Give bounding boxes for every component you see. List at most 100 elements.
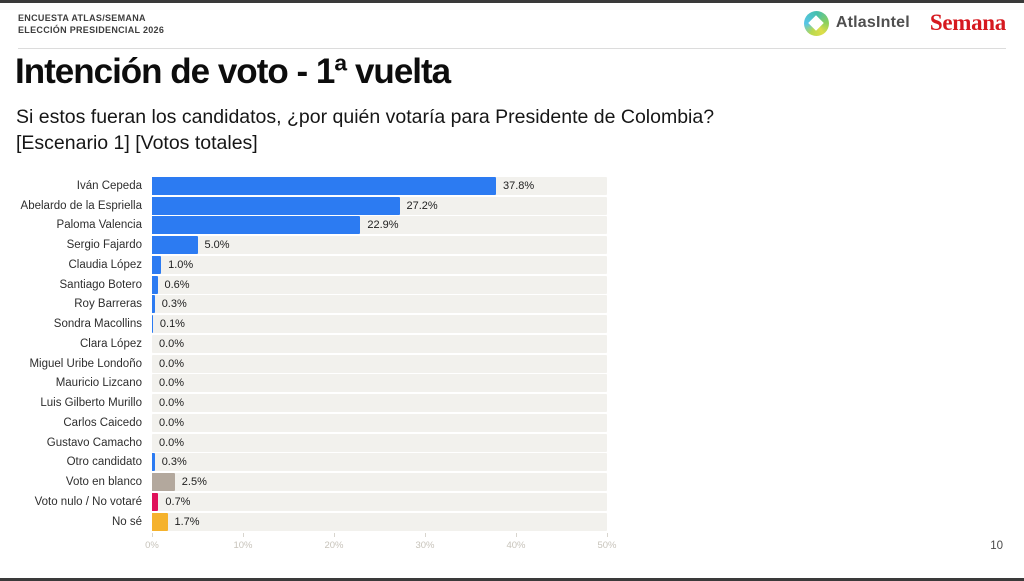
chart-row: Abelardo de la Espriella 27.2%	[0, 196, 1024, 216]
value-label: 0.3%	[161, 298, 187, 311]
page-title: Intención de voto - 1ª vuelta	[15, 52, 451, 91]
chart-row: Paloma Valencia 22.9%	[0, 216, 1024, 236]
category-label: Sondra Macollins	[53, 318, 142, 331]
x-axis-tick-label: 20%	[324, 540, 344, 551]
bar-track: 0.0%	[152, 334, 607, 353]
page-number: 10	[990, 540, 1003, 552]
bar-track: 0.0%	[152, 433, 607, 452]
chart-row: Luis Gilberto Murillo 0.0%	[0, 393, 1024, 413]
category-label: Santiago Botero	[59, 278, 142, 291]
category-label: No sé	[111, 515, 142, 528]
category-label: Otro candidato	[66, 456, 142, 469]
semana-logo: Semana	[929, 10, 1006, 35]
header-logos: AtlasIntel Semana	[803, 10, 1006, 36]
x-axis-tick-label: 30%	[415, 540, 435, 551]
value-label: 1.0%	[168, 258, 194, 271]
bar	[152, 236, 198, 255]
chart-row: Clara López 0.0%	[0, 334, 1024, 354]
category-label: Luis Gilberto Murillo	[40, 397, 142, 410]
bar-track: 0.0%	[152, 354, 607, 373]
value-label: 0.7%	[165, 495, 191, 508]
value-label: 5.0%	[204, 239, 230, 252]
x-axis-tick	[152, 533, 153, 537]
category-label: Miguel Uribe Londoño	[29, 357, 142, 370]
value-label: 0.0%	[159, 377, 185, 390]
value-label: 0.6%	[164, 278, 190, 291]
category-label: Carlos Caicedo	[63, 416, 142, 429]
category-label: Gustavo Camacho	[46, 436, 142, 449]
bar	[152, 473, 175, 492]
atlasintel-logo-text: AtlasIntel	[835, 14, 910, 31]
bar-chart: Iván Cepeda 37.8% Abelardo de la Espriella…	[0, 176, 1024, 532]
bar	[152, 255, 162, 274]
chart-row: Roy Barreras 0.3%	[0, 295, 1024, 315]
bar-track: 0.7%	[152, 492, 607, 511]
atlasintel-logo: AtlasIntel	[803, 10, 910, 36]
value-label: 37.8%	[503, 179, 535, 192]
bar	[152, 176, 496, 195]
value-label: 0.1%	[159, 318, 185, 331]
chart-row: Mauricio Lizcano 0.0%	[0, 374, 1024, 394]
chart-row: Carlos Caicedo 0.0%	[0, 413, 1024, 433]
value-label: 27.2%	[406, 199, 438, 212]
value-label: 0.0%	[159, 357, 185, 370]
category-label: Paloma Valencia	[56, 219, 142, 232]
x-axis-tick-label: 0%	[145, 540, 159, 551]
chart-row: Santiago Botero 0.6%	[0, 275, 1024, 295]
chart-row: Voto en blanco 2.5%	[0, 472, 1024, 492]
value-label: 22.9%	[367, 219, 399, 232]
value-label: 0.0%	[159, 397, 185, 410]
chart-row: Iván Cepeda 37.8%	[0, 176, 1024, 196]
chart-row: Claudia López 1.0%	[0, 255, 1024, 275]
bar-track: 0.0%	[152, 374, 607, 393]
bar-track: 2.5%	[152, 473, 607, 492]
category-label: Clara López	[79, 337, 142, 350]
category-label: Voto en blanco	[65, 476, 142, 489]
page-subtitle: Si estos fueran los candidatos, ¿por qui…	[16, 104, 714, 156]
header-kicker: ENCUESTA ATLAS/SEMANA ELECCIÓN PRESIDENC…	[18, 12, 164, 36]
chart-row: No sé 1.7%	[0, 512, 1024, 532]
category-label: Claudia López	[68, 258, 142, 271]
x-axis-tick-label: 40%	[506, 540, 526, 551]
bar	[152, 196, 400, 215]
bar-track: 37.8%	[152, 176, 607, 195]
category-label: Abelardo de la Espriella	[20, 199, 142, 212]
bar	[152, 275, 158, 294]
bar-track: 22.9%	[152, 216, 607, 235]
chart-row: Voto nulo / No votaré 0.7%	[0, 492, 1024, 512]
x-axis-tick-label: 10%	[233, 540, 253, 551]
bar-track: 0.0%	[152, 394, 607, 413]
x-axis-tick	[607, 533, 608, 537]
value-label: 0.0%	[159, 416, 185, 429]
x-axis-tick	[425, 533, 426, 537]
bar	[152, 492, 159, 511]
bar-track: 1.0%	[152, 255, 607, 274]
bar-track: 27.2%	[152, 196, 607, 215]
kicker-line-2: ELECCIÓN PRESIDENCIAL 2026	[18, 25, 165, 35]
subtitle-line-2: [Escenario 1] [Votos totales]	[16, 132, 258, 154]
top-border	[0, 0, 1024, 3]
value-label: 2.5%	[181, 476, 207, 489]
bottom-border	[0, 578, 1024, 581]
bar	[152, 315, 153, 334]
value-label: 1.7%	[174, 515, 200, 528]
category-label: Mauricio Lizcano	[55, 377, 142, 390]
bar-track: 5.0%	[152, 236, 607, 255]
header-divider	[18, 48, 1006, 49]
bar-track: 0.3%	[152, 453, 607, 472]
bar	[152, 512, 168, 531]
category-label: Iván Cepeda	[76, 179, 142, 192]
x-axis-tick-label: 50%	[597, 540, 617, 551]
chart-row: Gustavo Camacho 0.0%	[0, 433, 1024, 453]
x-axis-tick	[334, 533, 335, 537]
bar-track: 0.1%	[152, 315, 607, 334]
category-label: Sergio Fajardo	[66, 239, 142, 252]
chart-row: Sondra Macollins 0.1%	[0, 314, 1024, 334]
x-axis-tick	[243, 533, 244, 537]
kicker-line-1: ENCUESTA ATLAS/SEMANA	[18, 13, 146, 23]
bar	[152, 216, 361, 235]
bar	[152, 453, 155, 472]
subtitle-line-1: Si estos fueran los candidatos, ¿por qui…	[16, 106, 715, 128]
value-label: 0.0%	[159, 436, 185, 449]
